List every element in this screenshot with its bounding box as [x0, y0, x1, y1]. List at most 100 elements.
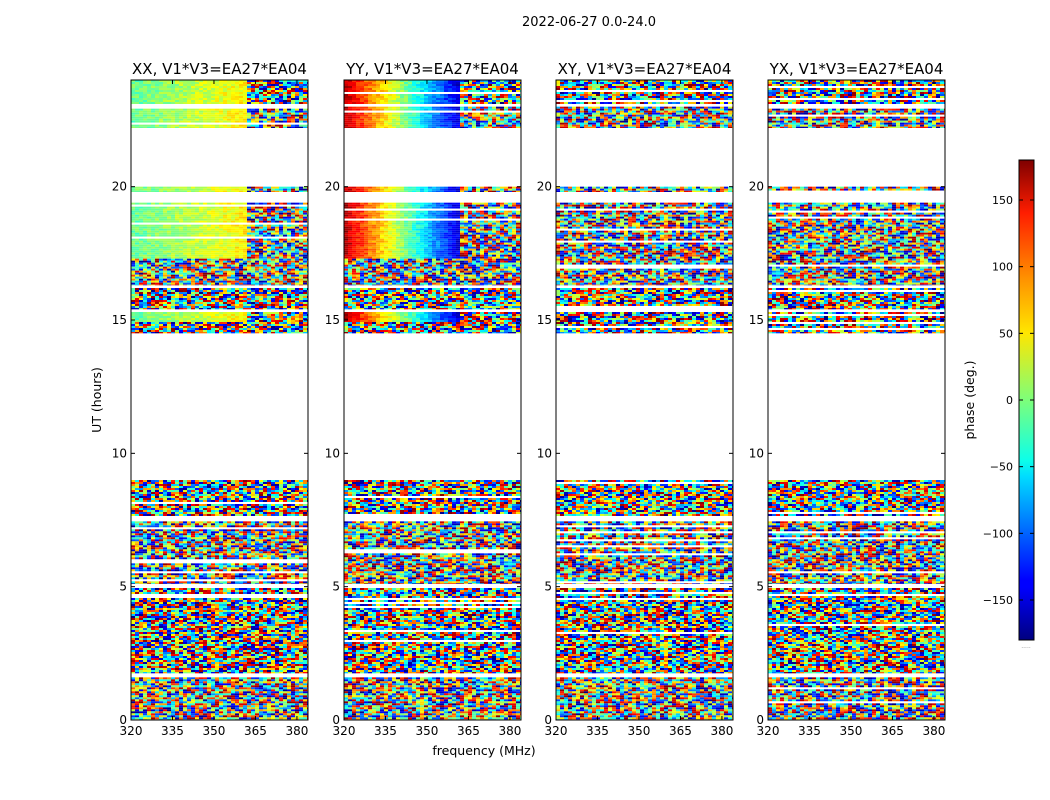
time-row: [344, 247, 521, 249]
time-row: [344, 277, 521, 279]
time-row: [556, 488, 733, 490]
time-row: [768, 695, 945, 697]
time-row: [131, 298, 308, 300]
colorbar-footnote: .....: [1021, 643, 1031, 650]
time-row: [344, 575, 521, 577]
time-row: [556, 277, 733, 279]
time-row: [131, 488, 308, 490]
time-row: [344, 555, 521, 557]
colorbar-tick-label: 100: [992, 261, 1013, 274]
time-row: [131, 306, 308, 308]
time-row: [556, 285, 733, 286]
y-tick-label: 20: [537, 180, 552, 194]
time-row: [131, 113, 308, 115]
time-row: [556, 646, 733, 648]
time-row: [344, 709, 521, 711]
time-row: [344, 306, 521, 308]
time-row: [344, 486, 521, 488]
time-row: [768, 705, 945, 707]
time-row: [768, 717, 945, 719]
time-row: [556, 693, 733, 695]
time-row: [556, 523, 733, 525]
time-row: [768, 632, 945, 634]
time-row: [131, 652, 308, 654]
time-row: [768, 273, 945, 275]
time-row: [131, 96, 308, 98]
time-row: [344, 500, 521, 502]
time-row: [131, 191, 308, 192]
time-row: [344, 119, 521, 121]
time-row: [556, 292, 733, 294]
time-row: [131, 296, 308, 298]
time-row: [131, 539, 308, 541]
time-row: [768, 514, 945, 516]
time-row: [131, 88, 308, 90]
time-row: [768, 257, 945, 259]
time-row: [344, 263, 521, 265]
time-row: [556, 636, 733, 638]
time-row: [768, 235, 945, 237]
time-row: [556, 514, 733, 516]
time-row: [556, 211, 733, 213]
time-row: [556, 656, 733, 658]
y-tick-label: 5: [544, 580, 552, 594]
time-row: [556, 508, 733, 510]
time-row: [768, 213, 945, 215]
time-row: [556, 588, 733, 590]
time-row: [344, 664, 521, 666]
time-row: [131, 109, 308, 111]
time-row: [768, 683, 945, 685]
time-row: [556, 231, 733, 233]
time-row: [344, 209, 521, 211]
time-row: [556, 670, 733, 672]
time-row: [768, 679, 945, 681]
x-axis-label: frequency (MHz): [432, 743, 535, 758]
time-row: [556, 622, 733, 624]
time-row: [768, 231, 945, 233]
time-row: [344, 109, 521, 111]
time-row: [556, 245, 733, 247]
time-row: [344, 494, 521, 496]
time-row: [131, 670, 308, 672]
time-row: [131, 579, 308, 581]
time-row: [556, 685, 733, 687]
time-row: [556, 563, 733, 565]
time-row: [556, 555, 733, 557]
time-row: [556, 699, 733, 701]
x-tick-label: 380: [285, 724, 308, 738]
time-row: [556, 271, 733, 273]
time-row: [556, 117, 733, 119]
time-row: [768, 646, 945, 648]
time-row: [344, 257, 521, 259]
time-row: [344, 90, 521, 92]
panel-title: XY, V1*V3=EA27*EA04: [558, 60, 732, 78]
time-row: [768, 707, 945, 709]
time-row: [556, 709, 733, 711]
time-row: [768, 316, 945, 318]
time-row: [131, 205, 308, 207]
time-row: [556, 219, 733, 221]
time-row: [768, 283, 945, 285]
time-row: [768, 98, 945, 100]
time-row: [768, 614, 945, 616]
x-tick-label: 365: [881, 724, 904, 738]
time-row: [768, 219, 945, 221]
time-row: [556, 237, 733, 239]
time-row: [131, 575, 308, 577]
time-row: [131, 251, 308, 253]
time-row: [556, 100, 733, 102]
time-row: [131, 567, 308, 569]
time-row: [131, 502, 308, 504]
time-row: [344, 547, 521, 549]
time-row: [556, 127, 733, 128]
time-row: [556, 612, 733, 614]
time-row: [556, 596, 733, 598]
time-row: [131, 537, 308, 539]
time-row: [556, 666, 733, 668]
time-row: [344, 328, 521, 330]
time-row: [768, 498, 945, 500]
time-row: [131, 247, 308, 249]
time-row: [556, 322, 733, 324]
time-row: [556, 111, 733, 113]
